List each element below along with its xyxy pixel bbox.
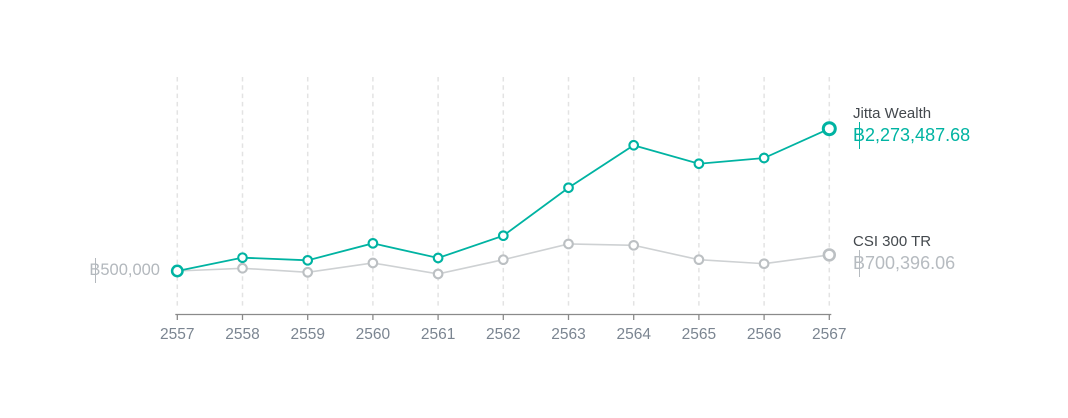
data-point-jitta-wealth-2567 [821, 121, 837, 137]
data-point-jitta-wealth-2566 [758, 152, 770, 164]
data-point-csi-300-tr-2566 [758, 258, 770, 270]
x-axis-label-2558: 2558 [225, 326, 259, 343]
data-point-jitta-wealth-2560 [367, 237, 379, 249]
data-point-csi-300-tr-2559 [302, 266, 314, 278]
x-axis-label-2557: 2557 [160, 326, 194, 343]
x-axis-label-2560: 2560 [356, 326, 391, 343]
legend-jitta-wealth: Jitta Wealth B2,273,487.68 [853, 104, 971, 150]
data-point-csi-300-tr-2561 [432, 268, 444, 280]
series-name-csi-300-tr: CSI 300 TR [853, 233, 932, 250]
data-point-jitta-wealth-2561 [432, 252, 444, 264]
data-point-csi-300-tr-2563 [563, 238, 574, 250]
x-axis-label-2566: 2566 [747, 326, 781, 343]
y-axis-baseline-label: B500,000 [89, 258, 160, 283]
x-axis-label-2567: 2567 [812, 326, 846, 343]
data-point-csi-300-tr-2565 [693, 254, 705, 266]
x-axis-label-2565: 2565 [682, 326, 716, 343]
x-axis-label-2561: 2561 [421, 326, 455, 343]
data-point-csi-300-tr-2558 [237, 262, 248, 274]
series-value-jitta-wealth: B2,273,487.68 [853, 121, 971, 150]
data-point-jitta-wealth-2564 [628, 139, 640, 151]
data-point-csi-300-tr-2562 [497, 254, 509, 266]
baht-currency-symbol: B [89, 258, 101, 283]
x-axis-label-2559: 2559 [290, 326, 324, 343]
series-value-csi-300-tr: B700,396.06 [853, 249, 956, 278]
data-point-jitta-wealth-2565 [693, 158, 705, 170]
series-line-jitta-wealth [177, 127, 830, 272]
baht-currency-symbol: B [853, 249, 866, 278]
series-name-jitta-wealth: Jitta Wealth [853, 105, 932, 122]
data-point-jitta-wealth-2563 [563, 182, 574, 194]
data-point-jitta-wealth-2557 [170, 264, 184, 278]
legend-csi-300-tr: CSI 300 TR B700,396.06 [853, 232, 956, 278]
x-axis-label-2563: 2563 [551, 326, 585, 343]
data-point-csi-300-tr-2564 [628, 239, 640, 251]
data-point-jitta-wealth-2558 [237, 252, 248, 264]
baht-currency-symbol: B [853, 121, 866, 150]
data-point-jitta-wealth-2562 [497, 230, 509, 242]
x-axis-label-2562: 2562 [486, 326, 520, 343]
x-axis-label-2564: 2564 [616, 326, 651, 343]
data-point-jitta-wealth-2559 [302, 254, 314, 266]
data-point-csi-300-tr-2567 [822, 248, 836, 262]
data-point-csi-300-tr-2560 [367, 257, 379, 269]
